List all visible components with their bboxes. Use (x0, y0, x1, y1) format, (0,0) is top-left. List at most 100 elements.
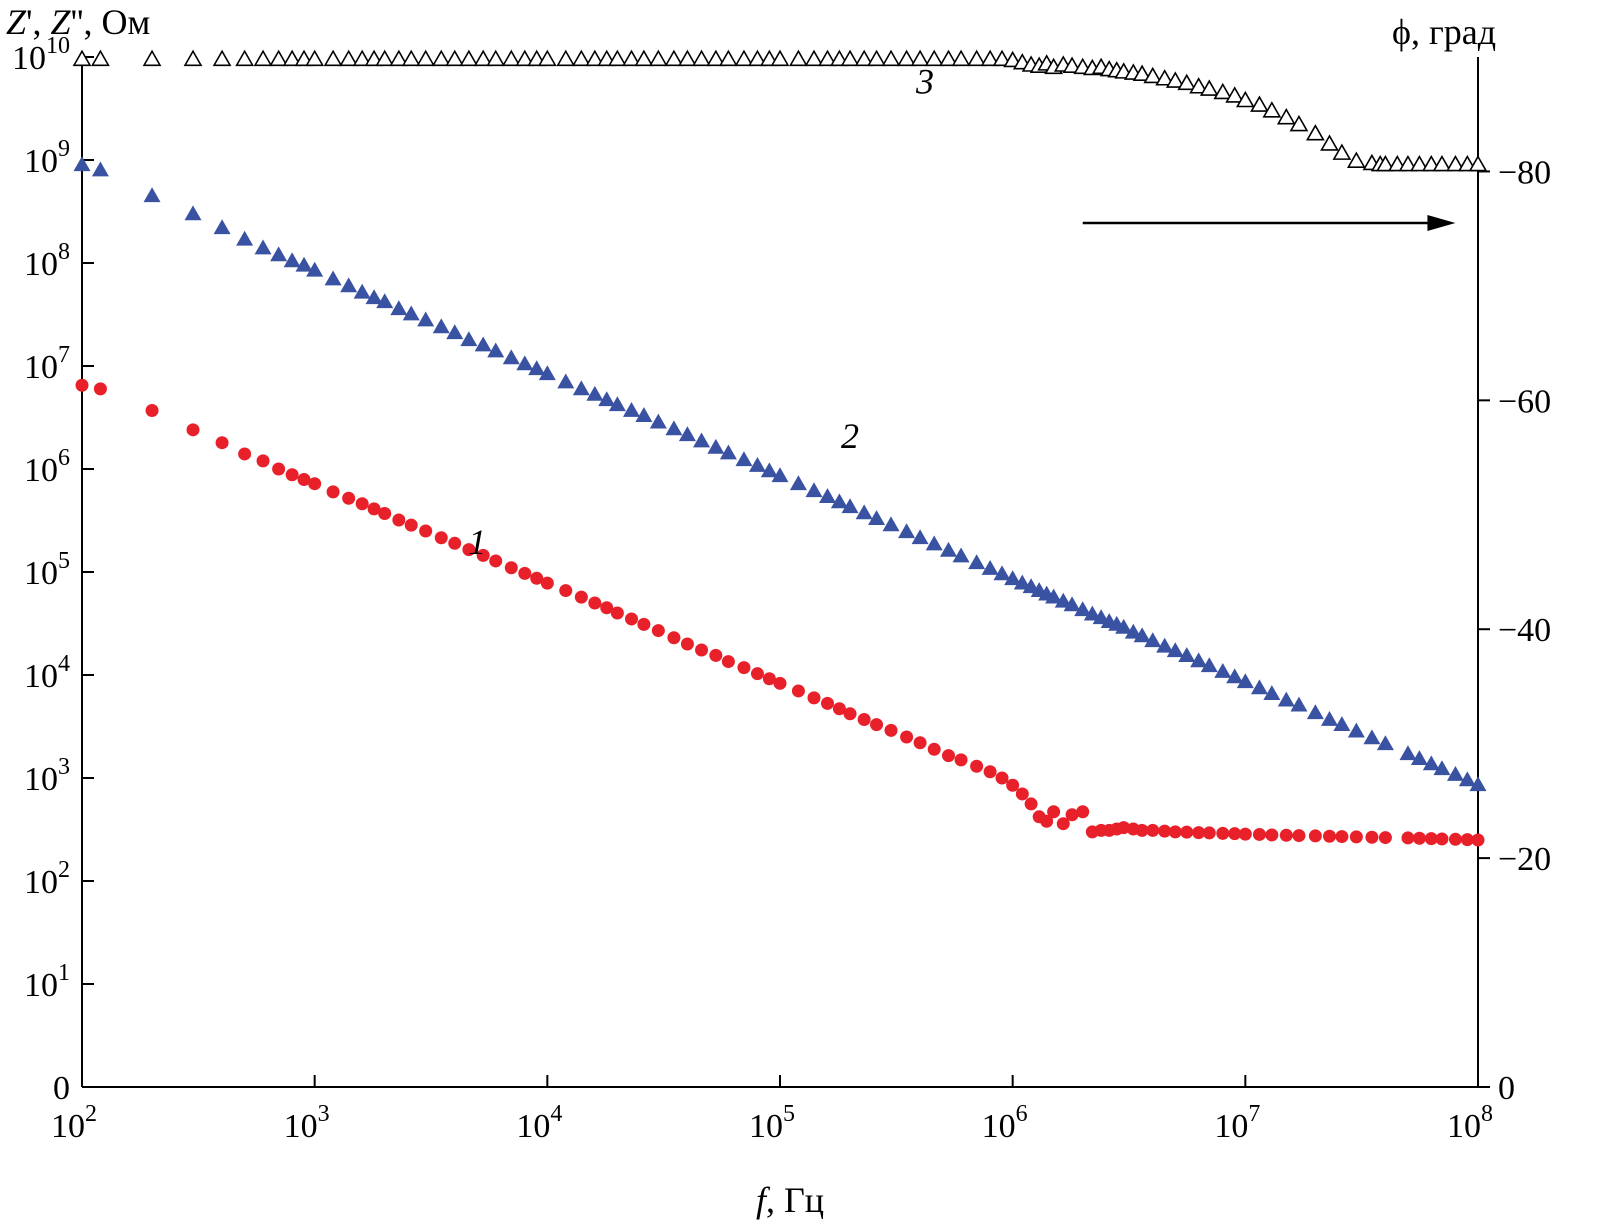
data-point-2 (678, 426, 696, 442)
data-point-3 (1446, 154, 1465, 172)
data-point-2 (789, 475, 807, 491)
data-point-2 (1469, 776, 1487, 792)
data-point-2 (1433, 760, 1451, 776)
data-point-2 (1178, 647, 1196, 663)
data-point-2 (1422, 755, 1440, 771)
y-tick-label: 108 (24, 239, 70, 283)
data-point-2 (805, 482, 823, 498)
data-point-3 (585, 49, 605, 67)
data-point-3 (556, 49, 576, 67)
data-point-1 (750, 667, 764, 681)
data-point-2 (1446, 766, 1464, 781)
data-point-2 (73, 156, 91, 172)
data-point-2 (649, 413, 667, 429)
data-point-1 (574, 590, 588, 604)
data-point-3 (1398, 154, 1418, 172)
data-point-3 (486, 49, 506, 67)
data-point-3 (648, 49, 668, 67)
data-point-1 (1180, 825, 1194, 839)
series-3 (72, 49, 1488, 172)
data-point-2 (748, 457, 766, 472)
data-point-2 (353, 283, 371, 299)
data-point-1 (1040, 814, 1054, 828)
data-point-3 (818, 49, 837, 67)
data-point-2 (295, 256, 313, 272)
data-point-1 (913, 736, 927, 750)
data-point-3 (840, 49, 860, 67)
data-point-3 (1376, 154, 1395, 172)
data-point-1 (256, 454, 270, 468)
data-point-2 (432, 318, 450, 334)
data-point-3 (939, 49, 958, 67)
data-point-2 (693, 432, 711, 448)
data-point-2 (1115, 618, 1133, 634)
data-point-3 (706, 49, 726, 67)
y2-tick-label: −20 (1498, 841, 1551, 878)
y-tick-label: 102 (24, 857, 70, 901)
data-point-3 (951, 49, 971, 67)
data-point-3 (91, 49, 110, 67)
data-point-2 (1306, 704, 1324, 720)
data-point-2 (1156, 637, 1174, 653)
data-point-1 (75, 378, 89, 392)
data-point-3 (1262, 101, 1282, 118)
data-point-3 (789, 49, 808, 67)
data-point-2 (572, 380, 590, 396)
data-point-2 (1004, 570, 1022, 586)
data-point-1 (1424, 832, 1438, 846)
data-point-1 (378, 506, 392, 520)
data-point-1 (1401, 831, 1415, 845)
data-point-3 (992, 49, 1012, 67)
data-point-3 (1468, 154, 1488, 172)
y-axis-title: Z', Z'', Ом (6, 2, 150, 42)
data-point-3 (980, 49, 1000, 67)
data-point-2 (719, 444, 737, 460)
data-point-3 (967, 49, 987, 67)
data-point-2 (911, 529, 929, 545)
data-point-2 (598, 391, 616, 407)
data-point-1 (355, 497, 369, 511)
data-point-3 (235, 49, 255, 67)
data-point-1 (448, 536, 462, 550)
data-point-1 (1228, 827, 1242, 841)
data-point-1 (624, 612, 638, 626)
series-2 (73, 156, 1487, 792)
data-point-3 (1250, 95, 1269, 112)
data-point-3 (719, 49, 738, 67)
data-point-1 (995, 771, 1009, 785)
data-point-1 (600, 601, 614, 615)
data-point-3 (212, 49, 232, 67)
data-point-3 (664, 49, 684, 67)
data-point-3 (352, 49, 372, 67)
y2-tick-label: −40 (1498, 612, 1551, 649)
data-point-3 (910, 49, 930, 67)
data-point-3 (1346, 151, 1366, 168)
data-point-1 (215, 436, 229, 450)
data-point-3 (431, 49, 451, 67)
data-point-3 (537, 49, 557, 67)
data-point-3 (501, 49, 521, 67)
data-point-1 (238, 447, 252, 461)
data-point-3 (1132, 64, 1152, 81)
data-point-2 (1200, 657, 1218, 673)
data-point-1 (1292, 829, 1306, 843)
data-point-2 (402, 305, 420, 321)
data-point-3 (72, 49, 92, 67)
data-point-2 (516, 355, 534, 371)
y2-tick-label: −80 (1498, 154, 1551, 191)
arrow-head (1427, 214, 1456, 231)
data-point-2 (1013, 574, 1031, 590)
data-point-2 (622, 401, 640, 417)
data-point-2 (528, 360, 546, 376)
data-point-3 (867, 49, 886, 67)
data-point-3 (692, 49, 711, 67)
data-point-3 (253, 49, 273, 67)
data-point-2 (1214, 663, 1232, 678)
data-point-2 (1410, 750, 1428, 766)
y-tick-label: 101 (24, 960, 70, 1004)
curve-label-3: 3 (915, 62, 934, 102)
data-point-2 (1363, 729, 1381, 745)
data-point-1 (954, 753, 968, 767)
data-point-1 (807, 691, 821, 705)
data-point-1 (1471, 833, 1485, 847)
